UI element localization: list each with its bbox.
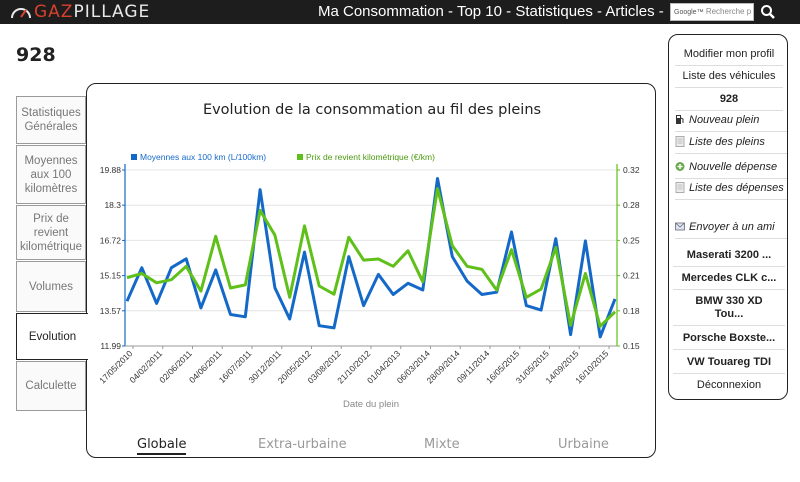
link-nouveau-plein[interactable]: Nouveau plein <box>675 114 787 132</box>
series-line-consumption <box>125 177 617 339</box>
link-label: Liste des pleins <box>689 136 765 148</box>
link-liste-vehicules[interactable]: Liste des véhicules <box>675 69 783 88</box>
y-right-tick-label: 0.15 <box>623 341 640 351</box>
legend-label: Moyennes aux 100 km (L/100km) <box>140 152 266 162</box>
y-left-tick-label: 15.15 <box>100 271 122 281</box>
y-right-tick-label: 0.18 <box>623 306 640 316</box>
tab-moyennes-100km[interactable]: Moyennes aux 100 kilomètres <box>16 145 86 204</box>
bottom-tabs: Globale Extra-urbaine Mixte Urbaine <box>87 434 657 458</box>
tab-statistiques-generales[interactable]: Statistiques Générales <box>16 96 86 144</box>
link-nouvelle-depense[interactable]: Nouvelle dépense <box>675 161 787 179</box>
search-brand: Google™ <box>674 9 704 16</box>
right-sidebar: Modifier mon profil Liste des véhicules … <box>668 34 788 400</box>
legend-label: Prix de revient kilométrique (€/km) <box>306 152 435 162</box>
tab-globale[interactable]: Globale <box>137 437 187 455</box>
logout-link[interactable]: Déconnexion <box>696 379 762 391</box>
main-nav: Ma Consommation - Top 10 - Statistiques … <box>318 0 664 24</box>
link-modifier-profil[interactable]: Modifier mon profil <box>675 47 783 66</box>
y-right-tick-label: 0.28 <box>623 200 640 210</box>
y-left-tick-label: 11.99 <box>100 341 121 351</box>
nav-separator: - <box>592 3 606 20</box>
tab-urbaine[interactable]: Urbaine <box>558 437 609 452</box>
tab-calculette[interactable]: Calculette <box>16 361 86 411</box>
y-left-tick-label: 19.88 <box>100 165 122 175</box>
search-input[interactable]: Google™ Recherche p <box>670 3 754 21</box>
y-right-tick-label: 0.32 <box>623 165 640 175</box>
nav-separator: - <box>502 3 516 20</box>
link-liste-pleins[interactable]: Liste des pleins <box>675 136 787 154</box>
site-logo[interactable]: GAZPILLAGE <box>11 1 151 23</box>
link-label: Liste des dépenses <box>689 182 784 194</box>
top-bar: GAZPILLAGE Ma Consommation - Top 10 - St… <box>0 0 800 24</box>
vehicle-link-bmw[interactable]: BMW 330 XD Tou... <box>673 295 785 326</box>
x-axis-title: Date du plein <box>343 399 399 410</box>
vehicle-link-mercedes[interactable]: Mercedes CLK c... <box>673 272 785 290</box>
speedometer-icon <box>11 8 31 19</box>
tab-mixte[interactable]: Mixte <box>424 437 460 452</box>
link-label: Nouveau plein <box>689 114 760 126</box>
link-label: Envoyer à un ami <box>689 221 775 233</box>
y-left-tick-label: 16.72 <box>100 235 122 245</box>
search-placeholder: Recherche p <box>705 7 752 16</box>
legend-swatch <box>131 154 137 160</box>
vehicle-link-porsche[interactable]: Porsche Boxste... <box>673 332 785 350</box>
nav-statistiques[interactable]: Statistiques <box>515 3 593 20</box>
document-icon <box>675 182 685 193</box>
nav-articles[interactable]: Articles <box>605 3 655 20</box>
chart-title: Evolution de la consommation au fil des … <box>202 102 542 118</box>
fuel-pump-icon <box>676 115 684 124</box>
y-left-tick-label: 18.3 <box>104 200 121 210</box>
chart-panel: Evolution de la consommation au fil des … <box>86 83 656 458</box>
add-expense-icon <box>675 162 685 171</box>
vehicle-link-maserati[interactable]: Maserati 3200 ... <box>673 249 785 267</box>
nav-separator: - <box>654 3 664 20</box>
tab-prix-revient[interactable]: Prix de revient kilométrique <box>16 205 86 260</box>
document-icon <box>675 136 685 147</box>
current-vehicle[interactable]: 928 <box>675 92 783 111</box>
y-right-tick-label: 0.25 <box>623 235 640 245</box>
logo-prefix: GAZ <box>34 2 74 22</box>
evolution-chart: 11.99 13.57 15.15 16.72 18.3 19.88 0.15 0.18 0.2… <box>97 152 640 410</box>
logo-suffix: PILLAGE <box>73 2 151 22</box>
search-icon[interactable] <box>760 4 776 20</box>
tab-evolution[interactable]: Evolution <box>16 313 88 360</box>
nav-ma-consommation[interactable]: Ma Consommation <box>318 3 444 20</box>
vehicle-link-vw[interactable]: VW Touareg TDI <box>673 356 785 374</box>
tab-volumes[interactable]: Volumes <box>16 261 86 312</box>
nav-separator: - <box>443 3 457 20</box>
page-title: 928 <box>16 44 56 66</box>
link-envoyer-ami[interactable]: Envoyer à un ami <box>675 221 787 239</box>
link-label: Nouvelle dépense <box>689 161 778 173</box>
nav-top-10[interactable]: Top 10 <box>456 3 502 20</box>
series-line-cost <box>126 187 617 328</box>
y-right-tick-label: 0.21 <box>623 271 640 281</box>
legend-swatch <box>297 154 303 160</box>
y-left-tick-label: 13.57 <box>100 306 122 316</box>
link-liste-depenses[interactable]: Liste des dépenses <box>675 182 787 200</box>
tab-extra-urbaine[interactable]: Extra-urbaine <box>258 437 347 452</box>
envelope-icon <box>675 222 685 231</box>
